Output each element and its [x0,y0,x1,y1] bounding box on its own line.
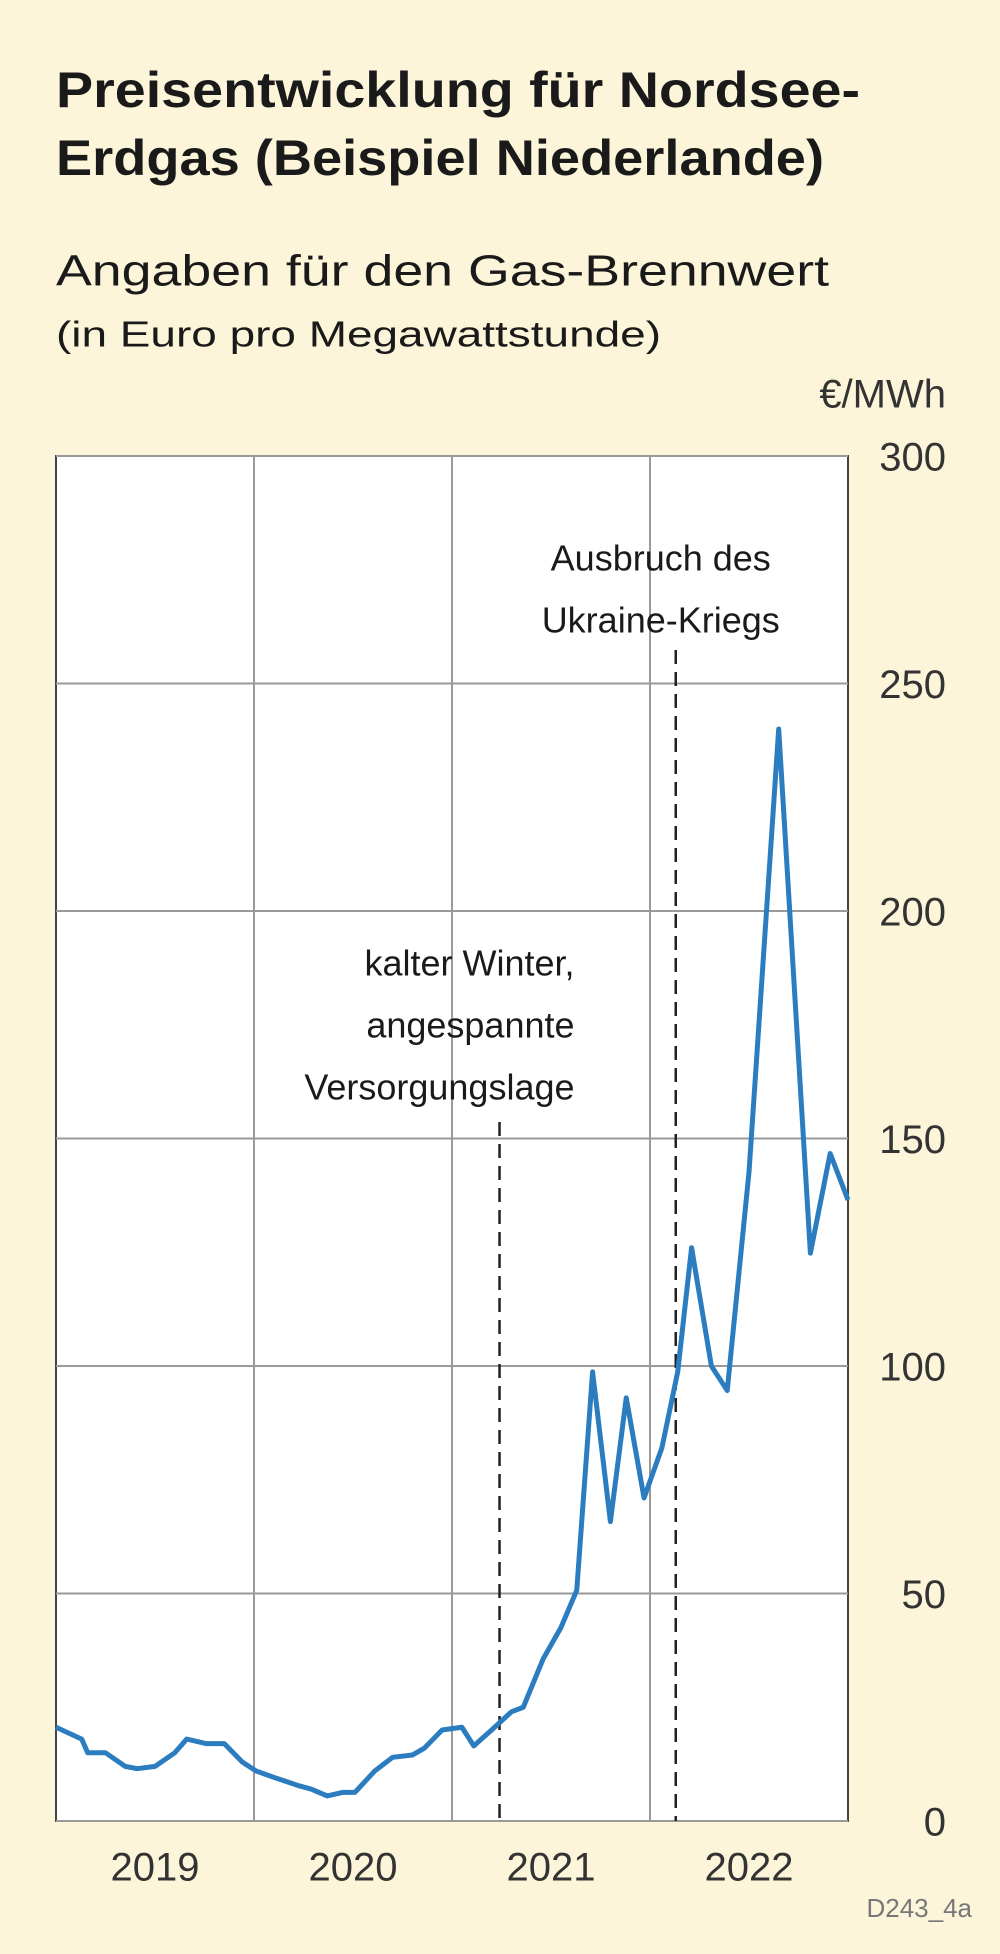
y-tick-label: 200 [879,891,946,935]
chart-title: Erdgas (Beispiel Niederlande) [56,130,824,186]
x-tick-label: 2021 [507,1846,596,1890]
y-tick-label: 300 [879,436,946,480]
annotation-text: Versorgungslage [304,1067,574,1108]
x-tick-label: 2020 [309,1846,398,1890]
y-tick-label: 0 [924,1801,946,1845]
x-tick-label: 2019 [111,1846,200,1890]
line [54,726,851,1799]
annotation-text: Ukraine-Kriegs [542,600,780,641]
unit-note: (in Euro pro Megawattstunde) [56,314,661,355]
annotation-text: angespannte [366,1005,574,1046]
annotation-text: kalter Winter, [364,943,574,984]
source: D243_4a [866,1893,972,1923]
y-tick-label: 50 [902,1573,947,1617]
annotation-text: Ausbruch des [551,538,771,579]
y-tick-label: 150 [879,1118,946,1162]
y-axis-label: €/MWh [819,373,946,417]
chart-title: Preisentwicklung für Nordsee- [56,62,860,118]
subtitle: Angaben für den Gas-Brennwert [56,247,829,296]
y-tick-label: 100 [879,1346,946,1390]
y-tick-label: 250 [879,663,946,707]
x-tick-label: 2022 [705,1846,794,1890]
